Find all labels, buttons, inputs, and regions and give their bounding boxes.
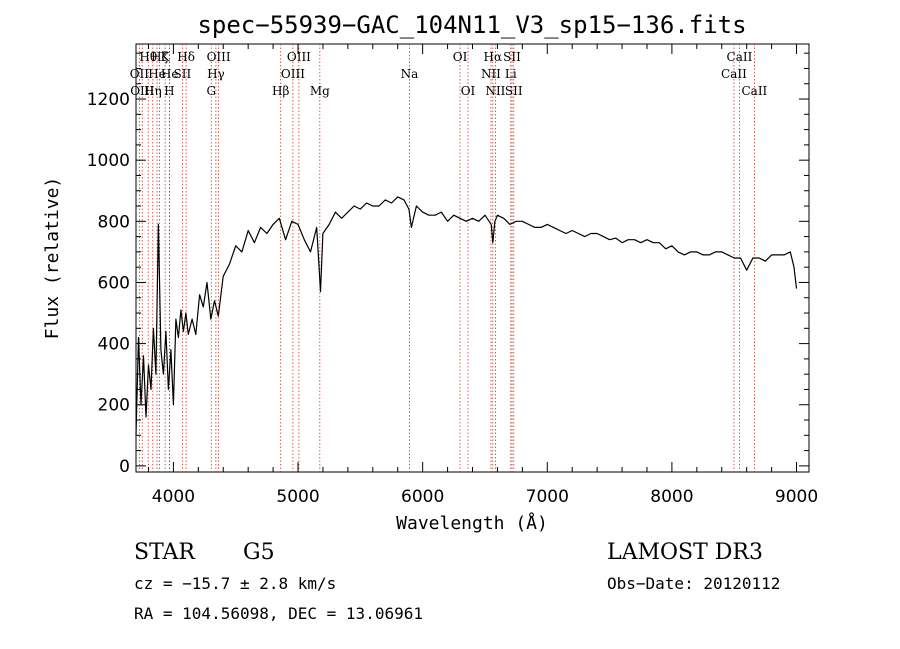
spectral-line-label: NII [481, 67, 501, 81]
y-axis-label: Flux (relative) [42, 177, 63, 340]
spectral-line-label: Hβ [272, 84, 289, 98]
x-tick-label: 7000 [526, 487, 569, 507]
spectral-line-label: SII [505, 84, 523, 98]
spectral-line-label: OIII [287, 50, 311, 64]
object-subclass: G5 [243, 540, 275, 565]
chart-title: spec−55939−GAC_104N11_V3_sp15−136.fits [197, 11, 746, 39]
spectral-line-label: OI [461, 84, 476, 98]
spectral-line-labels: OIIOIIIHθHηHeHζKHHeSIIHδGHγOIIIHβOIIIOII… [130, 50, 768, 98]
spectral-line-label: Li [505, 67, 517, 81]
spectral-line-label: Hγ [207, 67, 225, 81]
tick-labels: 4000 5000 6000 7000 8000 9000 0 200 400 600 800 100… [87, 90, 818, 507]
spectral-line-label: He [148, 67, 166, 81]
spectral-line-label: H [164, 84, 174, 98]
spectral-line-label: CaII [721, 67, 747, 81]
y-tick-label: 0 [119, 457, 130, 477]
y-tick-label: 200 [98, 396, 130, 416]
y-tick-label: 1200 [87, 90, 130, 110]
x-tick-label: 8000 [650, 487, 693, 507]
spectral-line-label: OII [130, 67, 150, 81]
object-class: STAR [134, 540, 196, 565]
spectral-line-label: Mg [310, 84, 330, 98]
spectral-line-label: G [206, 84, 216, 98]
redshift-value: cz = −15.7 ± 2.8 km/s [134, 574, 336, 593]
flux-series-line [135, 196, 798, 436]
spectral-line-label: CaII [727, 50, 753, 64]
series-layer [135, 196, 798, 436]
x-tick-label: 6000 [401, 487, 444, 507]
spectral-line-label: OIII [281, 67, 305, 81]
y-tick-label: 600 [98, 273, 130, 293]
x-tick-label: 5000 [276, 487, 319, 507]
spectral-line-label: Hζ [151, 50, 168, 64]
spectral-line-label: SII [174, 67, 192, 81]
survey-name: LAMOST DR3 [607, 540, 763, 565]
spectral-line-label: OIII [207, 50, 231, 64]
plot-frame [135, 43, 810, 473]
axis-ticks [136, 44, 809, 472]
spectral-line-markers [138, 44, 755, 472]
x-tick-label: 4000 [152, 487, 195, 507]
spectral-line-label: He [161, 67, 179, 81]
y-tick-label: 1000 [87, 151, 130, 171]
spectral-line-label: K [161, 50, 171, 64]
spectral-line-label: OIII [130, 84, 154, 98]
coordinates: RA = 104.56098, DEC = 13.06961 [134, 604, 423, 623]
spectral-line-label: Na [401, 67, 419, 81]
x-tick-label: 9000 [775, 487, 818, 507]
y-tick-label: 400 [98, 335, 130, 355]
spectral-line-label: Hη [144, 84, 162, 98]
spectral-line-label: NII [485, 84, 505, 98]
spectral-line-label: Hθ [139, 50, 157, 64]
spectral-line-label: SII [503, 50, 521, 64]
spectral-line-label: OI [453, 50, 468, 64]
y-tick-label: 800 [98, 212, 130, 232]
obs-date: Obs−Date: 20120112 [607, 574, 780, 593]
x-axis-label: Wavelength (Å) [396, 512, 548, 534]
spectral-line-label: Hα [484, 50, 503, 64]
spectral-line-label: Hδ [177, 50, 195, 64]
spectral-line-label: CaII [741, 84, 767, 98]
